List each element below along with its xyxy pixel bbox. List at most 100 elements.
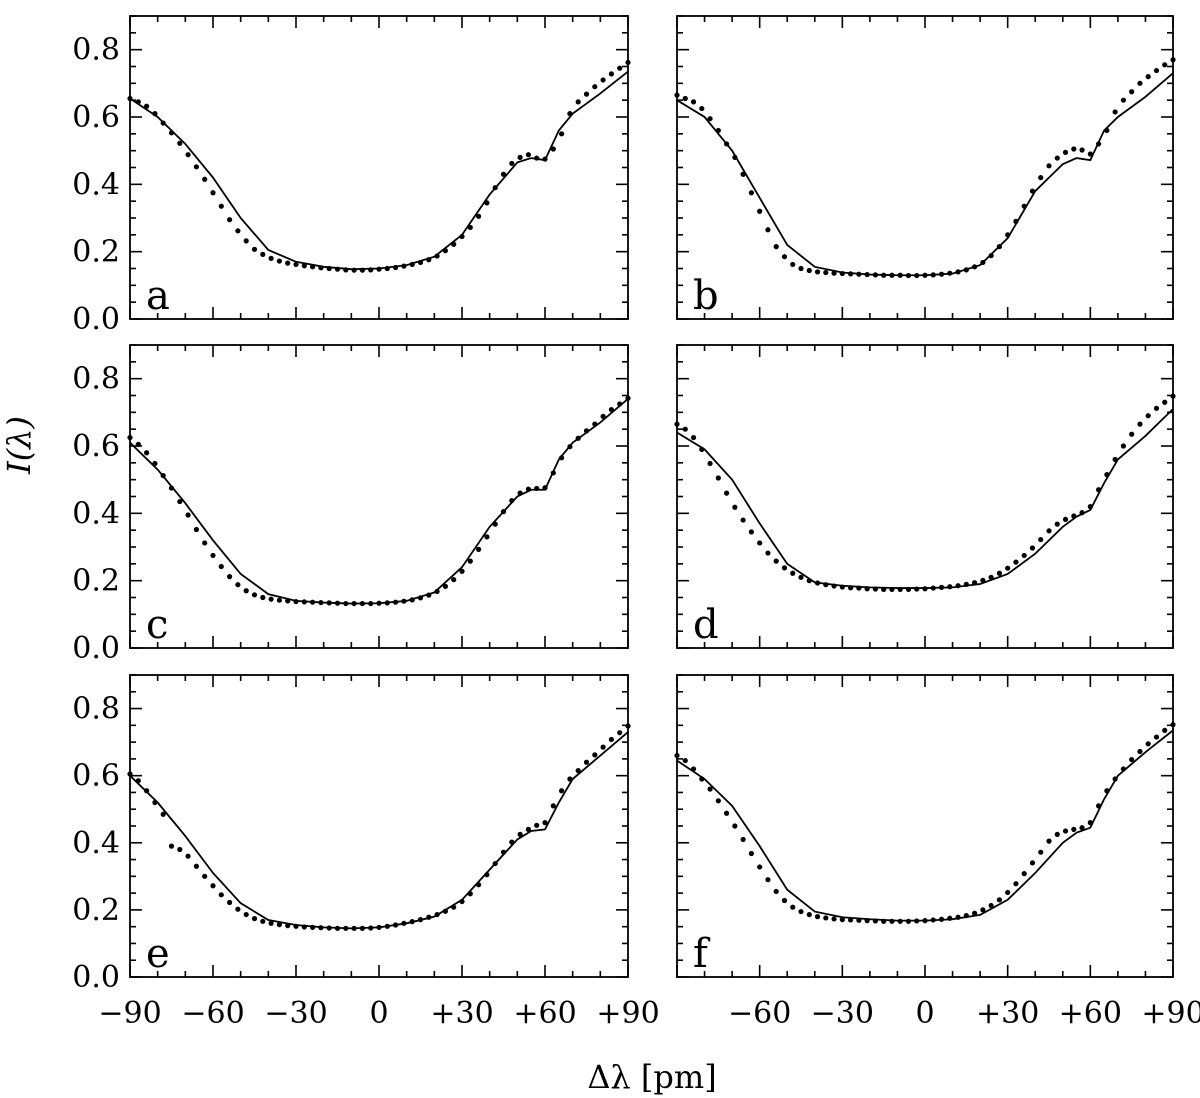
observed-point [839,584,845,590]
observed-point [947,915,953,921]
observed-point [1162,62,1168,68]
x-tick-label: 0 [915,996,934,1031]
observed-point [525,486,532,492]
observed-point [1029,188,1036,194]
observed-point [947,270,953,276]
observed-point [177,498,183,505]
model-line-e [129,731,629,930]
observed-point [442,583,448,589]
x-tick-label: +30 [976,996,1039,1031]
observed-point [748,190,755,196]
observed-point [451,577,457,583]
observed-point [1104,472,1110,478]
observed-point [559,131,565,137]
observed-point [1046,528,1052,534]
observed-point [831,916,837,922]
observed-point [699,105,705,112]
observed-point [674,752,680,759]
observed-point [881,918,887,924]
panel-b: b [674,15,1176,320]
observed-point [451,241,457,247]
observed-point [625,59,631,66]
observed-point [368,267,374,273]
observed-point [152,111,158,117]
observed-point [1005,232,1011,238]
y-tick-label: 0.4 [72,826,120,861]
observed-point [625,723,631,729]
observed-point [326,265,332,272]
observed-point [806,267,812,274]
observed-point [467,558,473,564]
observed-point [922,272,928,278]
observed-point [690,434,697,441]
observed-point [757,864,763,870]
observed-point [525,152,532,158]
observed-point [442,908,448,914]
x-tick-label: +30 [430,996,493,1031]
observed-point [459,898,465,905]
observed-point [1104,127,1110,134]
observed-point [227,574,233,580]
y-tick-label: 0.0 [72,302,120,337]
observed-point [856,917,862,923]
y-tick-label: 0.6 [72,429,120,464]
observed-point [988,253,994,259]
observed-point [715,127,721,134]
observed-point [823,582,829,588]
observed-point [765,877,771,883]
observed-point [401,920,407,926]
observed-point [467,891,473,897]
observed-point [285,923,291,929]
observed-point [193,164,199,170]
observed-point [1112,109,1118,115]
observed-point [938,584,945,591]
observed-point [160,473,166,479]
observed-point [980,907,986,913]
observed-point [872,272,879,278]
observed-point [905,272,912,279]
observed-point [823,269,829,276]
observed-point [856,585,862,591]
observed-point [1145,413,1151,419]
observed-point [160,120,166,126]
panel-frame [676,674,1174,978]
observed-point [1112,776,1118,782]
panel-d: d [674,344,1176,649]
y-tick-label: 0.0 [72,960,120,995]
observed-point [889,272,895,278]
observed-point [1129,756,1135,763]
observed-point [608,736,615,743]
x-tick-label: +90 [1141,996,1200,1031]
observed-point [318,599,324,606]
observed-point [724,141,730,147]
observed-point [740,517,746,523]
observed-point [806,578,812,584]
observed-point [889,586,895,593]
observed-point [715,798,721,804]
observed-point [617,401,623,407]
observed-point [384,600,390,606]
observed-point [814,580,821,586]
observed-point [301,924,307,930]
observed-point [1153,734,1160,740]
observed-point [1170,57,1176,63]
observed-point [583,428,590,434]
observed-point [276,258,282,264]
panel-label: e [146,931,170,977]
observed-point [1096,803,1102,809]
observed-point [707,116,713,122]
observed-point [972,910,978,916]
observed-point [996,897,1003,903]
observed-point [1029,545,1036,551]
observed-point [127,95,133,102]
observed-point [334,600,341,606]
observed-point [359,925,365,931]
observed-point [359,267,365,273]
panel-frame [676,344,1174,649]
observed-point [168,485,175,491]
observed-point [682,95,688,102]
observed-point [276,922,282,928]
observed-point [583,91,590,97]
observed-point [748,529,755,535]
observed-point [177,140,183,146]
